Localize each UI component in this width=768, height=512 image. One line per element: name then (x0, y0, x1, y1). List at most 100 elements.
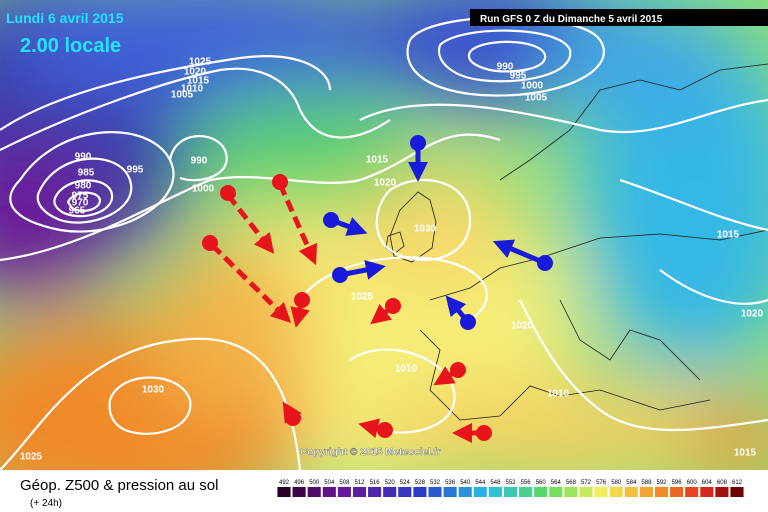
isobar-label: 990 (497, 62, 514, 73)
isobar-label: 985 (78, 168, 95, 179)
scale-label: 604 (702, 480, 713, 486)
scale-label: 532 (430, 480, 441, 486)
footer-title: Géop. Z500 & pression au sol (20, 477, 218, 494)
isobar-label: 975 (72, 191, 89, 202)
isobar-label: 1010 (547, 389, 570, 400)
isobar-labels: 1025102010151010100599098598097597096599… (20, 57, 764, 463)
run-box (470, 9, 768, 26)
scale-swatch (473, 487, 487, 497)
scale-swatch (519, 487, 533, 497)
scale-swatch (639, 487, 653, 497)
isobar-label: 1010 (181, 84, 204, 95)
isobar-label: 990 (191, 156, 208, 167)
scale-label: 536 (445, 480, 456, 486)
scale-swatch (292, 487, 306, 497)
isobar-label: 1015 (717, 230, 740, 241)
date: Lundi 6 avril 2015 (6, 10, 124, 26)
scale-swatch (337, 487, 351, 497)
scale-label: 528 (415, 480, 426, 486)
isobar-label: 1015 (187, 76, 210, 87)
time: 2.00 locale (20, 35, 121, 57)
scale-label: 580 (611, 480, 622, 486)
scale-swatch (715, 487, 729, 497)
scale-label: 592 (656, 480, 667, 486)
isobar-label: 995 (127, 165, 144, 176)
scale-swatch (579, 487, 593, 497)
isobar-label: 1030 (142, 385, 165, 396)
isobar-label: 1000 (192, 184, 215, 195)
isobar-label: 1000 (521, 81, 544, 92)
red-arrows (210, 182, 318, 324)
footer-subtitle: (+ 24h) (30, 498, 62, 509)
scale-swatch (594, 487, 608, 497)
scale-swatch (398, 487, 412, 497)
isobar-label: 1015 (366, 155, 389, 166)
isobar-label: 980 (75, 181, 92, 192)
scale-label: 560 (536, 480, 547, 486)
scale-label: 540 (460, 480, 471, 486)
scale-swatch (307, 487, 321, 497)
scale-swatch (277, 487, 291, 497)
scale-label: 512 (354, 480, 365, 486)
isobar-label: 965 (69, 206, 86, 217)
color-scale: 492 496 500 504 508 512 516 520 524 528 532 536 540 5… (277, 480, 744, 497)
scale-swatch (700, 487, 714, 497)
scale-swatch (624, 487, 638, 497)
scale-label: 496 (294, 480, 305, 486)
scale-label: 556 (521, 480, 532, 486)
isobar-label: 1020 (741, 309, 764, 320)
isobar-label: 1020 (184, 67, 207, 78)
isobar-label: 1010 (395, 364, 418, 375)
scale-swatch (368, 487, 382, 497)
scale-label: 504 (324, 480, 335, 486)
scale-swatch (503, 487, 518, 497)
isobar-label: 1025 (189, 57, 212, 68)
scale-label: 576 (596, 480, 607, 486)
scale-label: 596 (672, 480, 683, 486)
scale-label: 544 (475, 480, 486, 486)
scale-label: 568 (566, 480, 577, 486)
scale-swatch (383, 487, 397, 497)
scale-swatch (488, 487, 502, 497)
isobar-label: 1005 (525, 93, 548, 104)
scale-swatch (730, 487, 744, 497)
scale-swatch (670, 487, 684, 497)
flow-arrows (202, 135, 553, 443)
isobar-label: 1030 (414, 224, 437, 235)
scale-label: 612 (732, 480, 743, 486)
scale-swatch (685, 487, 699, 497)
isobar-label: 1020 (374, 178, 397, 189)
scale-label: 564 (551, 480, 562, 486)
isobar-label: 1025 (20, 452, 43, 463)
scale-swatch (654, 487, 669, 497)
scale-swatch (413, 487, 427, 497)
isobar-label: 1005 (171, 90, 194, 101)
scale-label: 608 (717, 480, 728, 486)
isobar-label: 1020 (511, 321, 534, 332)
scale-swatch (428, 487, 442, 497)
scale-label: 516 (370, 480, 381, 486)
scale-swatch (564, 487, 578, 497)
isobar-label: 990 (75, 152, 92, 163)
scale-swatch (443, 487, 457, 497)
scale-swatch (458, 487, 472, 497)
scale-label: 552 (505, 480, 516, 486)
isobar-label: 995 (510, 71, 527, 82)
copyright: Copyright © 2015 Meteociel.fr (300, 447, 441, 458)
scale-label: 508 (339, 480, 350, 486)
scale-swatch (352, 487, 367, 497)
scale-swatch (549, 487, 563, 497)
scale-label: 600 (687, 480, 698, 486)
run: Run GFS 0 Z du Dimanche 5 avril 2015 (480, 14, 663, 25)
scale-label: 524 (400, 480, 411, 486)
isobar-label: 970 (72, 198, 89, 209)
scale-label: 492 (279, 480, 290, 486)
scale-swatch (609, 487, 623, 497)
scale-label: 500 (309, 480, 320, 486)
scale-label: 588 (641, 480, 652, 486)
isobar-label: 1025 (351, 292, 374, 303)
scale-swatch (534, 487, 548, 497)
scale-swatch (322, 487, 336, 497)
